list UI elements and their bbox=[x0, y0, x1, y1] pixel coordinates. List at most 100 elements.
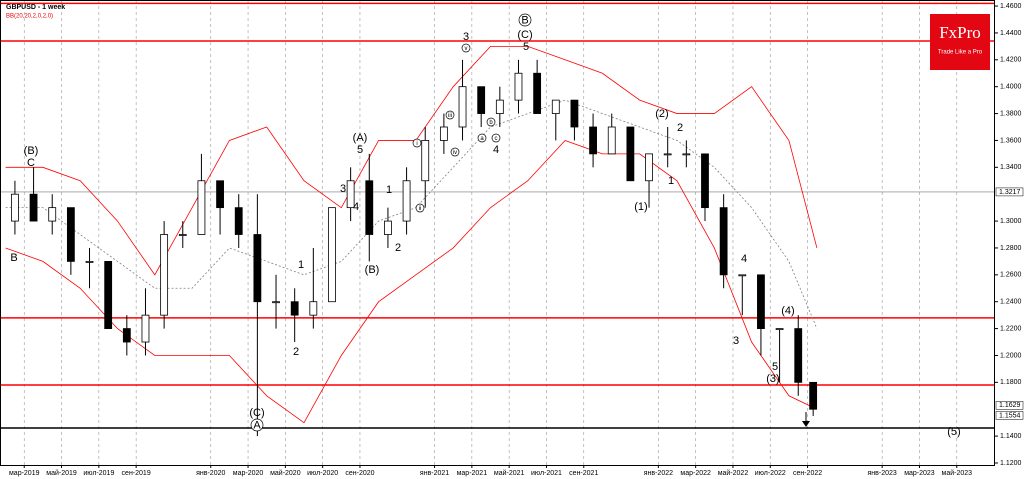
x-tick-label: май-2019 bbox=[46, 469, 77, 477]
y-tick-label: 1.3000 bbox=[1000, 218, 1022, 225]
x-tick-label: янв-2021 bbox=[420, 470, 449, 477]
wave-label-circled: ii bbox=[419, 206, 422, 212]
wave-label: (1) bbox=[634, 201, 647, 213]
x-tick-label: июл-2021 bbox=[531, 470, 562, 477]
wave-label: (C) bbox=[517, 29, 532, 41]
plot-frame bbox=[0, 0, 995, 466]
price-tag-label: 1.3217 bbox=[999, 189, 1021, 196]
price-tag bbox=[995, 187, 1024, 197]
x-tick-label: июл-2020 bbox=[307, 470, 338, 477]
wave-circle bbox=[491, 133, 501, 143]
wave-label-circled: v bbox=[465, 46, 468, 52]
candle-body bbox=[477, 86, 486, 114]
wave-label: (A) bbox=[353, 132, 368, 144]
candle-body bbox=[365, 180, 374, 235]
wave-label: 5 bbox=[357, 144, 363, 156]
wave-circle bbox=[450, 147, 460, 157]
x-tick-label: сен-2022 bbox=[793, 470, 822, 477]
y-tick-label: 1.1800 bbox=[1000, 379, 1022, 386]
x-tick-label: май-2023 bbox=[942, 469, 973, 477]
candle-body bbox=[197, 180, 206, 235]
y-tick-label: 1.1200 bbox=[1000, 460, 1022, 467]
candle-body bbox=[533, 72, 542, 114]
chart-title: GBPUSD - 1 week bbox=[6, 4, 65, 11]
wave-label-circled: b bbox=[489, 120, 493, 126]
y-tick-label: 1.2800 bbox=[1000, 245, 1022, 252]
candle-body bbox=[775, 328, 784, 330]
x-tick-label: сен-2019 bbox=[122, 470, 151, 477]
candle-body bbox=[551, 99, 560, 114]
candle-body bbox=[645, 153, 653, 182]
x-tick-label: мар-2020 bbox=[233, 470, 264, 477]
wave-label: 1 bbox=[298, 259, 304, 271]
candle-body bbox=[346, 180, 355, 209]
candle-body bbox=[328, 207, 336, 303]
wave-circle bbox=[445, 110, 455, 120]
y-tick-label: 1.3400 bbox=[1000, 164, 1022, 171]
candle-body bbox=[290, 301, 299, 316]
wave-label: 2 bbox=[677, 122, 683, 134]
candle-body bbox=[589, 126, 597, 155]
candle-body bbox=[458, 86, 467, 128]
wave-circle bbox=[461, 43, 471, 53]
price-tag-label: 1.1554 bbox=[999, 412, 1021, 419]
bollinger-band bbox=[5, 139, 818, 424]
wave-label: (B) bbox=[365, 264, 380, 276]
y-tick-label: 1.4400 bbox=[1000, 30, 1022, 37]
wave-circle bbox=[477, 133, 487, 143]
wave-label: (3) bbox=[766, 373, 779, 385]
candle-body bbox=[85, 260, 94, 263]
logo-box bbox=[930, 14, 990, 70]
y-tick-label: 1.3600 bbox=[1000, 137, 1022, 144]
y-tick-label: 1.2000 bbox=[1000, 352, 1022, 359]
candle-body bbox=[48, 207, 57, 222]
candle-body bbox=[757, 274, 765, 329]
candle-body bbox=[272, 301, 280, 304]
candle-body bbox=[234, 207, 243, 235]
x-tick-label: янв-2022 bbox=[644, 470, 673, 477]
candle-body bbox=[178, 234, 187, 236]
candle-body bbox=[514, 72, 523, 101]
candle-body bbox=[384, 220, 392, 235]
candle-body bbox=[160, 234, 169, 316]
x-tick-label: май-2020 bbox=[270, 469, 301, 477]
candle-body bbox=[216, 180, 224, 209]
price-tag-label: 1.1629 bbox=[999, 402, 1021, 409]
candle-body bbox=[122, 328, 131, 343]
candle-body bbox=[809, 381, 818, 410]
wave-label: 1 bbox=[668, 175, 674, 187]
x-tick-label: мар-2019 bbox=[9, 470, 40, 477]
wave-label: 5 bbox=[772, 361, 778, 373]
candle-body bbox=[607, 126, 616, 155]
candle-body bbox=[663, 153, 672, 156]
x-tick-label: мар-2022 bbox=[680, 470, 711, 477]
candle-body bbox=[104, 260, 113, 329]
wave-label-circled: a bbox=[480, 136, 484, 142]
wave-label-circled: c bbox=[495, 136, 498, 142]
y-tick-label: 1.1400 bbox=[1000, 433, 1022, 440]
wave-circle bbox=[415, 203, 425, 213]
logo-brand: FxPro bbox=[939, 23, 981, 42]
y-tick-label: 1.4200 bbox=[1000, 57, 1022, 64]
wave-label: (2) bbox=[655, 108, 668, 120]
x-tick-label: июл-2019 bbox=[83, 470, 114, 477]
wave-label: 3 bbox=[340, 183, 346, 195]
x-tick-label: янв-2023 bbox=[868, 470, 897, 477]
candle-body bbox=[701, 153, 709, 209]
indicator-label: BB(20,20,2,0,2,0) bbox=[6, 14, 53, 20]
candle-body bbox=[421, 140, 430, 182]
candle-body bbox=[719, 207, 728, 276]
wave-label: 3 bbox=[733, 335, 739, 347]
arrow-head bbox=[802, 421, 810, 427]
wave-circle bbox=[412, 138, 422, 148]
candle-body bbox=[66, 207, 75, 262]
wave-circle bbox=[518, 13, 532, 27]
wave-label: 4 bbox=[741, 253, 747, 265]
price-tag bbox=[995, 411, 1024, 420]
wave-label: 1 bbox=[386, 184, 392, 196]
x-tick-label: сен-2020 bbox=[345, 470, 374, 477]
y-tick-label: 1.2400 bbox=[1000, 299, 1022, 306]
wave-label: 4 bbox=[493, 144, 499, 156]
y-tick-label: 1.2200 bbox=[1000, 325, 1022, 332]
